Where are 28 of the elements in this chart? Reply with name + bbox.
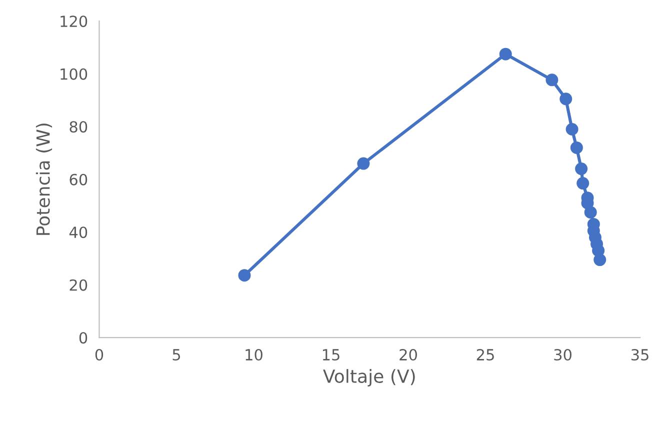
x-tick-label: 20 <box>400 348 417 361</box>
point <box>576 177 590 190</box>
point <box>594 254 606 266</box>
point <box>575 162 588 176</box>
point <box>584 206 597 219</box>
y-axis-title: Potencia (W) <box>36 124 52 235</box>
point <box>566 122 578 136</box>
x-tick-label: 25 <box>476 348 494 361</box>
x-tick-label: 15 <box>322 349 340 361</box>
x-tick-label: 10 <box>246 348 262 361</box>
y-tick-label: 40 <box>69 226 88 238</box>
y-tick-label: 0 <box>79 332 88 344</box>
x-tick-label: 0 <box>95 348 104 361</box>
y-tick-label: 20 <box>70 279 88 291</box>
x-tick-label: 35 <box>631 348 648 361</box>
y-tick-label: 60 <box>70 174 88 186</box>
y-tick-label: 80 <box>70 121 88 133</box>
point <box>560 92 572 106</box>
point <box>546 74 558 86</box>
y-tick-label: 120 <box>60 16 88 28</box>
point <box>499 48 512 60</box>
x-tick-label: 5 <box>172 349 180 361</box>
x-axis-title: Voltaje (V) <box>323 369 415 387</box>
point <box>238 269 251 282</box>
y-tick-label: 100 <box>60 68 88 80</box>
point <box>570 141 583 154</box>
point <box>357 157 370 170</box>
x-tick-label: 30 <box>554 348 572 361</box>
